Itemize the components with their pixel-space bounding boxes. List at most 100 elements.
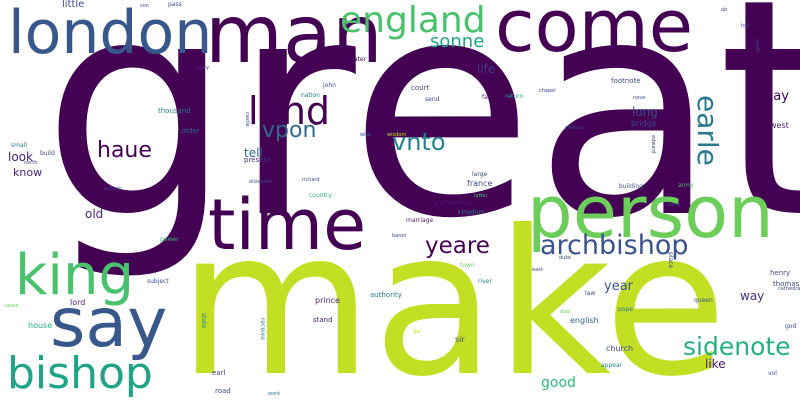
cloud-word: building <box>619 183 644 190</box>
cloud-word: state <box>200 313 207 329</box>
cloud-word: life <box>477 62 496 76</box>
cloud-word: good <box>541 375 576 391</box>
cloud-word: france <box>467 179 493 188</box>
cloud-word: latter <box>474 193 488 199</box>
cloud-word: cathedral <box>778 286 800 292</box>
cloud-word: way <box>740 289 765 303</box>
cloud-word: son <box>140 3 149 9</box>
cloud-word: stand <box>313 316 333 324</box>
cloud-word: day <box>765 89 789 104</box>
cloud-word: far <box>482 94 491 101</box>
cloud-word: yeare <box>425 233 490 259</box>
cloud-word: receive <box>259 318 266 340</box>
cloud-word: river <box>478 278 492 285</box>
cloud-word: god <box>785 323 797 330</box>
cloud-word: law <box>585 290 596 297</box>
cloud-word: vnto <box>392 128 446 156</box>
cloud-word: make <box>178 188 728 400</box>
cloud-word: man <box>205 0 383 81</box>
cloud-word: john <box>323 82 336 89</box>
cloud-word: elizabeth <box>249 179 272 185</box>
cloud-word: appear <box>601 362 623 369</box>
cloud-word: richard <box>302 177 320 183</box>
cloud-word: work <box>268 391 281 397</box>
cloud-word: east <box>532 267 543 273</box>
cloud-word: say <box>50 284 168 363</box>
cloud-word: country <box>309 192 332 199</box>
cloud-word: bridge <box>631 119 657 128</box>
cloud-word: house <box>28 321 53 330</box>
cloud-word: land <box>248 89 331 133</box>
cloud-word: hall <box>741 23 751 29</box>
cloud-word: vol <box>768 370 777 377</box>
cloud-word: water <box>349 56 367 63</box>
cloud-word: kingdom <box>458 209 485 216</box>
cloud-word: england <box>340 0 486 41</box>
cloud-word: army <box>678 182 694 189</box>
cloud-word: subject <box>147 278 169 285</box>
cloud-word: marriage <box>406 217 434 224</box>
cloud-word: present <box>244 156 271 164</box>
cloud-word: sir <box>455 335 465 344</box>
cloud-word: order <box>181 127 200 135</box>
cloud-word: like <box>705 357 726 371</box>
cloud-word: place <box>667 252 674 269</box>
cloud-word: large <box>472 171 488 178</box>
cloud-word: queen <box>694 297 713 304</box>
cloud-word: english <box>570 316 599 325</box>
cloud-word: small <box>11 142 27 149</box>
cloud-word: century <box>565 125 585 131</box>
cloud-word: cause <box>4 303 19 309</box>
cloud-word: north <box>24 160 38 166</box>
cloud-word: baron <box>392 233 407 239</box>
cloud-word: vpon <box>262 118 317 143</box>
cloud-word: mary <box>196 65 209 71</box>
cloud-word: nation <box>301 92 320 99</box>
cloud-word: wisdom <box>387 132 407 138</box>
cloud-word: know <box>13 166 43 179</box>
cloud-word: parliament <box>434 199 473 207</box>
cloud-word: sidenote <box>683 332 791 361</box>
cloud-word: south <box>754 39 760 53</box>
cloud-word: pope <box>618 306 633 313</box>
cloud-word: earle <box>691 95 724 166</box>
cloud-word: return <box>505 93 524 100</box>
cloud-word: road <box>215 387 231 395</box>
cloud-word: castle <box>244 112 250 127</box>
cloud-word: william <box>104 186 122 192</box>
cloud-word: person <box>527 170 774 254</box>
cloud-word: send <box>425 96 440 103</box>
cloud-word: footnote <box>611 77 641 85</box>
cloud-word: door <box>560 309 572 315</box>
cloud-word: archbishop <box>540 230 689 261</box>
cloud-word: little <box>62 0 85 10</box>
cloud-word: tell <box>244 146 263 160</box>
cloud-word: power <box>160 236 179 243</box>
cloud-word: die <box>413 329 421 335</box>
cloud-word: earl <box>212 369 226 377</box>
cloud-word: authority <box>370 291 402 299</box>
cloud-word: tower <box>667 202 682 208</box>
cloud-word: duke <box>559 255 572 261</box>
cloud-word: nave <box>633 95 646 101</box>
cloud-word: church <box>606 344 634 353</box>
cloud-word: build <box>40 150 55 157</box>
cloud-word: court <box>411 84 430 92</box>
cloud-word: sonne <box>430 31 485 52</box>
cloud-word: come <box>495 0 694 68</box>
cloud-word: great <box>42 0 800 284</box>
cloud-word: ab <box>721 7 728 13</box>
cloud-word: henry <box>770 269 791 277</box>
cloud-word: year <box>604 279 634 294</box>
cloud-word: look <box>8 150 33 164</box>
cloud-word: west <box>770 121 789 130</box>
cloud-word: time <box>208 184 367 266</box>
cloud-word: long <box>632 105 658 119</box>
cloud-word: wise <box>360 132 372 138</box>
cloud-word: old <box>85 207 104 221</box>
cloud-word: prince <box>315 296 340 305</box>
cloud-word: bishop <box>7 348 153 399</box>
cloud-word: pass <box>168 1 182 8</box>
cloud-word: thousand <box>158 107 191 115</box>
